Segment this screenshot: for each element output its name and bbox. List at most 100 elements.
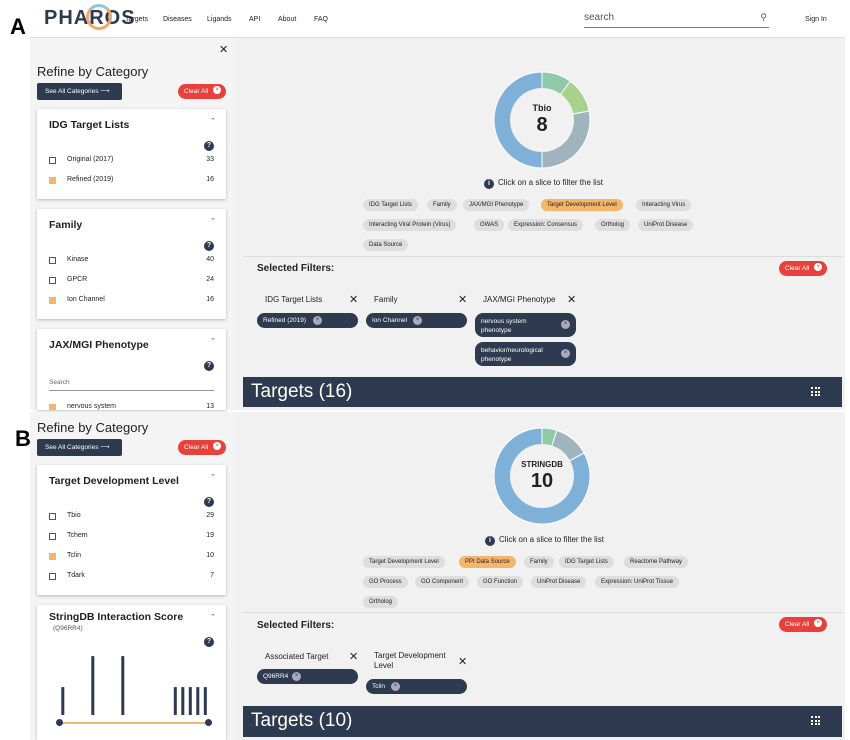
facet-row[interactable]: nervous system 13 xyxy=(49,402,214,410)
grid-view-icon[interactable] xyxy=(811,716,820,725)
chip-go-process[interactable]: GO Process xyxy=(363,576,408,588)
checkbox[interactable] xyxy=(49,157,56,164)
remove-value-icon[interactable]: × xyxy=(391,682,400,691)
filter-value-pill[interactable]: nervous system phenotype × xyxy=(475,313,576,337)
chip-target-development-level[interactable]: Target Development Level xyxy=(541,199,623,211)
facet-search-input[interactable]: Search xyxy=(49,379,214,391)
chevron-up-icon[interactable]: ⌃ xyxy=(210,118,216,125)
facet-row[interactable]: Tchem 19 xyxy=(49,531,214,543)
clear-all-button-b[interactable]: Clear All × xyxy=(178,440,226,455)
chip-ortholog[interactable]: Ortholog xyxy=(363,596,399,608)
filter-value-pill[interactable]: Tclin xyxy=(366,679,467,694)
help-icon[interactable]: ? xyxy=(204,241,214,251)
filter-value-pill[interactable]: Refined (2019) xyxy=(257,313,358,328)
checkbox-checked[interactable] xyxy=(49,553,56,560)
nav-about[interactable]: About xyxy=(278,16,297,23)
chip-interacting-viral-protein[interactable]: Interacting Viral Protein (Virus) xyxy=(363,219,457,231)
donut-chart-b[interactable] xyxy=(492,426,592,526)
chip-data-source[interactable]: Data Source xyxy=(363,239,409,251)
help-icon[interactable]: ? xyxy=(204,361,214,371)
chevron-up-icon[interactable]: ⌃ xyxy=(210,218,216,225)
facet-row[interactable]: Kinase 40 xyxy=(49,255,214,267)
nav-targets[interactable]: Targets xyxy=(125,16,148,23)
range-slider-min-handle[interactable] xyxy=(56,719,63,726)
clear-all-button-a[interactable]: Clear All × xyxy=(178,84,226,99)
nav-faq[interactable]: FAQ xyxy=(314,16,329,23)
facet-label: Tdark xyxy=(67,572,85,579)
checkbox[interactable] xyxy=(49,277,56,284)
remove-value-icon[interactable]: × xyxy=(561,320,570,329)
grid-view-icon[interactable] xyxy=(811,387,820,396)
facet-row[interactable]: Tdark 7 xyxy=(49,571,214,583)
facet-row[interactable]: GPCR 24 xyxy=(49,275,214,287)
checkbox[interactable] xyxy=(49,533,56,540)
checkbox-checked[interactable] xyxy=(49,177,56,184)
help-icon[interactable]: ? xyxy=(204,497,214,507)
donut-chart-a[interactable] xyxy=(492,70,592,170)
close-sidebar-icon[interactable]: ✕ xyxy=(219,44,229,56)
facet-label: Ion Channel xyxy=(67,296,105,303)
donut-value: 10 xyxy=(530,470,554,492)
checkbox[interactable] xyxy=(49,513,56,520)
facet-title: Family xyxy=(49,219,83,231)
facet-row[interactable]: Refined (2019) 16 xyxy=(49,175,214,187)
clear-filters-button-a[interactable]: Clear All × xyxy=(779,261,827,276)
see-all-categories-button-a[interactable]: See All Categories ⟶ xyxy=(37,83,122,100)
sign-in-link[interactable]: Sign In xyxy=(805,16,827,23)
chip-expression-consensus[interactable]: Expression: Consensus xyxy=(508,219,584,231)
filter-value-pill[interactable]: behavior/neurological phenotype × xyxy=(475,342,576,366)
histogram-bar xyxy=(181,687,185,715)
facet-row[interactable]: Tbio 29 xyxy=(49,511,214,523)
remove-filter-group-icon[interactable]: ✕ xyxy=(567,294,577,306)
range-slider-track[interactable] xyxy=(59,722,209,724)
range-slider-max-handle[interactable] xyxy=(205,719,212,726)
chip-target-development-level[interactable]: Target Development Level xyxy=(363,556,445,568)
chevron-up-icon[interactable]: ⌃ xyxy=(210,338,216,345)
search-input[interactable]: search ⚲ xyxy=(584,12,769,28)
remove-value-icon[interactable]: × xyxy=(413,316,422,325)
chip-ppi-data-source[interactable]: PPI Data Source xyxy=(459,556,516,568)
remove-filter-group-icon[interactable]: ✕ xyxy=(458,294,468,306)
facet-row[interactable]: Original (2017) 33 xyxy=(49,155,214,167)
search-icon[interactable]: ⚲ xyxy=(760,12,767,22)
checkbox-checked[interactable] xyxy=(49,297,56,304)
see-all-categories-button-b[interactable]: See All Categories ⟶ xyxy=(37,439,122,456)
chip-idg-target-lists[interactable]: IDG Target Lists xyxy=(363,199,418,211)
chip-interacting-virus[interactable]: Interacting Virus xyxy=(636,199,692,211)
help-icon[interactable]: ? xyxy=(204,141,214,151)
remove-value-icon[interactable]: × xyxy=(292,672,301,681)
nav-api[interactable]: API xyxy=(249,16,261,23)
chip-go-function[interactable]: GO Function xyxy=(477,576,524,588)
chevron-up-icon[interactable]: ⌃ xyxy=(210,474,216,481)
facet-count: 10 xyxy=(206,552,214,559)
remove-filter-group-icon[interactable]: ✕ xyxy=(349,294,359,306)
chip-uniprot-disease[interactable]: UniProt Disease xyxy=(638,219,694,231)
nav-ligands[interactable]: Ligands xyxy=(207,16,232,23)
chip-expression-uniprot-tissue[interactable]: Expression: UniProt Tissue xyxy=(595,576,680,588)
checkbox[interactable] xyxy=(49,573,56,580)
chip-ortholog[interactable]: Ortholog xyxy=(595,219,631,231)
remove-filter-group-icon[interactable]: ✕ xyxy=(458,656,468,668)
chip-uniprot-disease[interactable]: UniProt Disease xyxy=(531,576,587,588)
facet-row[interactable]: Ion Channel 16 xyxy=(49,295,214,307)
filter-value-pill[interactable]: Q96RR4 xyxy=(257,669,358,684)
chip-gwas[interactable]: GWAS xyxy=(474,219,505,231)
clear-filters-button-b[interactable]: Clear All × xyxy=(779,617,827,632)
checkbox[interactable] xyxy=(49,257,56,264)
nav-diseases[interactable]: Diseases xyxy=(163,16,192,23)
donut-slice[interactable] xyxy=(493,427,591,525)
chip-reactome-pathway[interactable]: Reactome Pathway xyxy=(624,556,689,568)
remove-value-icon[interactable]: × xyxy=(313,316,322,325)
remove-filter-group-icon[interactable]: ✕ xyxy=(349,651,359,663)
help-icon[interactable]: ? xyxy=(204,637,214,647)
chip-family[interactable]: Family xyxy=(524,556,554,568)
remove-value-icon[interactable]: × xyxy=(561,349,570,358)
chip-jax-mgi-phenotype[interactable]: JAX/MGI Phenotype xyxy=(463,199,530,211)
facet-row[interactable]: Tclin 10 xyxy=(49,551,214,563)
filter-value-label: Ion Channel xyxy=(372,317,408,324)
chip-idg-target-lists[interactable]: IDG Target Lists xyxy=(559,556,614,568)
chevron-up-icon[interactable]: ⌃ xyxy=(210,614,216,621)
chip-family[interactable]: Family xyxy=(427,199,457,211)
checkbox-checked[interactable] xyxy=(49,404,56,410)
chip-go-component[interactable]: GO Component xyxy=(415,576,470,588)
